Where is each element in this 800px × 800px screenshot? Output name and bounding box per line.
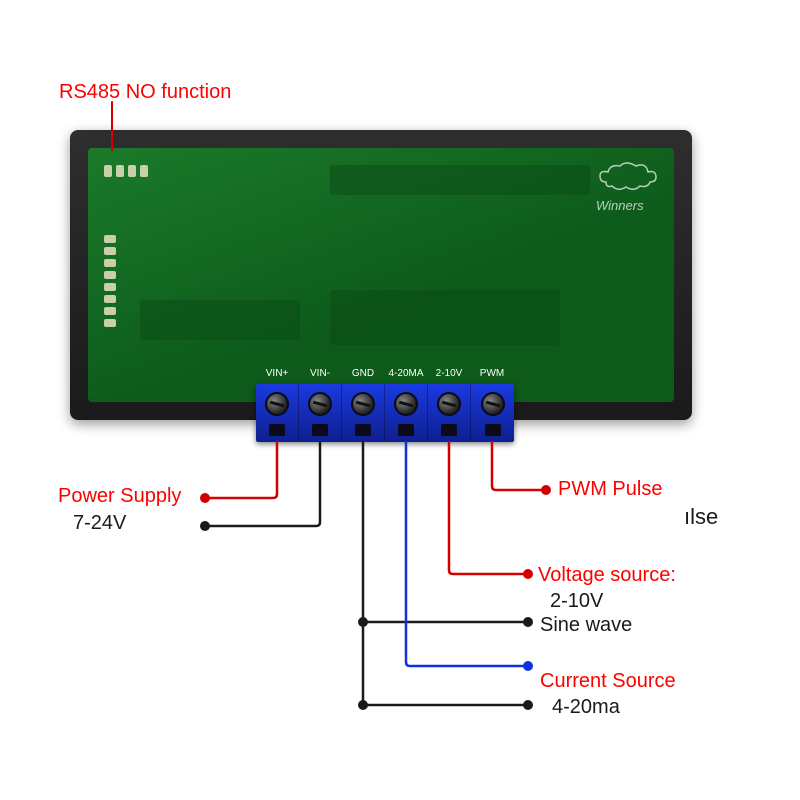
vin-plus-red-node (200, 493, 210, 503)
wire-hole (398, 424, 414, 436)
terminal (471, 384, 514, 442)
vin-plus-red (205, 442, 277, 498)
screw-icon (351, 392, 375, 416)
label-rs485: RS485 NO function (59, 81, 231, 104)
wire-hole (312, 424, 328, 436)
pcb-trace (330, 165, 590, 195)
gnd-bus-node (523, 617, 533, 627)
vin-minus-black (205, 442, 320, 526)
solder-pad-row (104, 235, 116, 327)
screw-icon (481, 392, 505, 416)
screw-icon (437, 392, 461, 416)
wire-hole (269, 424, 285, 436)
pcb-trace (140, 300, 300, 340)
wire-hole (355, 424, 371, 436)
solder-pad-row (104, 165, 148, 177)
gnd-bus (363, 442, 528, 705)
voltage-2-10 (449, 442, 528, 574)
label-ilse: ılse (684, 504, 718, 530)
pin-label: VIN- (310, 368, 330, 379)
gnd-bus-node (358, 617, 368, 627)
current-4-20 (406, 442, 528, 666)
label-volt_src: Voltage source: (538, 564, 676, 587)
screw-icon (308, 392, 332, 416)
label-pwm: PWM Pulse (558, 478, 662, 501)
current-4-20-node (523, 661, 533, 671)
pcb-trace (330, 290, 560, 345)
screw-icon (265, 392, 289, 416)
wire-hole (485, 424, 501, 436)
screw-icon (394, 392, 418, 416)
terminal (256, 384, 299, 442)
voltage-2-10-node (523, 569, 533, 579)
pin-label: PWM (480, 368, 504, 379)
pwm-wire-node (541, 485, 551, 495)
gnd-bus-node (358, 700, 368, 710)
label-curr_src: Current Source (540, 670, 676, 693)
wire-hole (441, 424, 457, 436)
cloud-icon (598, 162, 658, 192)
terminal (428, 384, 471, 442)
gnd-bus-node (523, 700, 533, 710)
label-power_range: 7-24V (73, 512, 126, 535)
pcb-brand-text: Winners (596, 198, 644, 213)
pin-label: VIN+ (266, 368, 289, 379)
terminal (385, 384, 428, 442)
pin-label: 4-20MA (388, 368, 423, 379)
label-curr_range: 4-20ma (552, 696, 620, 719)
vin-minus-black-node (200, 521, 210, 531)
terminal (342, 384, 385, 442)
terminal-block (256, 384, 514, 442)
label-power_supply: Power Supply (58, 485, 181, 508)
terminal (299, 384, 342, 442)
label-volt_range: 2-10V (550, 590, 603, 613)
pin-label: 2-10V (436, 368, 463, 379)
label-sine: Sine wave (540, 614, 632, 637)
pin-label: GND (352, 368, 374, 379)
pwm-wire (492, 442, 546, 490)
